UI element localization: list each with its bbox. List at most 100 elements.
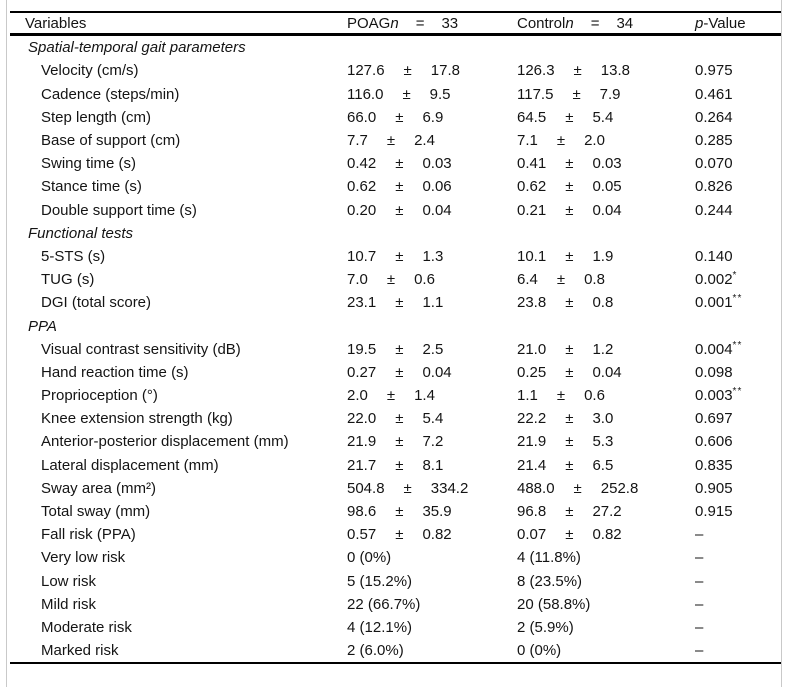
plus-minus-sign: ±: [572, 85, 581, 103]
table-row: Stance time (s) 0.62 ±0.06 0.62 ±0.05 0.826: [10, 175, 781, 198]
sd-value: 1.4: [414, 387, 435, 405]
table-row: 5-STS (s) 10.7 ±1.3 10.1 ±1.9 0.140: [10, 245, 781, 268]
p-value-cell: 0.905: [695, 480, 781, 497]
p-value-cell: 0.915: [695, 503, 781, 520]
mean-value: 127.6: [347, 62, 385, 80]
p-value-cell: 0.697: [695, 410, 781, 427]
plus-minus-sign: ±: [403, 62, 412, 80]
p-value: –: [695, 642, 704, 660]
mean-value: 0.57: [347, 526, 377, 544]
sd-value: 2.5: [422, 340, 444, 358]
control-value-cell: 7.1 ±2.0: [517, 132, 695, 149]
row-label: Moderate risk: [41, 618, 132, 636]
poag-value-cell: 7.7 ±2.4: [347, 132, 517, 149]
row-label: DGI (total score): [41, 294, 152, 312]
plus-minus-sign: ±: [565, 410, 574, 428]
sd-value: 35.9: [422, 503, 452, 521]
mean-value: 66.0: [347, 108, 377, 126]
mean-value: 20 (58.8%): [517, 595, 591, 613]
table-row: TUG (s) 7.0 ±0.6 6.4 ±0.8 0.002*: [10, 268, 781, 291]
sd-value: 1.9: [592, 247, 614, 265]
plus-minus-sign: ±: [395, 456, 404, 474]
control-value-cell: 6.4 ±0.8: [517, 271, 695, 288]
plus-minus-sign: ±: [395, 155, 404, 173]
p-value: 0.905: [695, 479, 733, 497]
mean-value: 23.8: [517, 294, 547, 312]
mean-value: 0.41: [517, 155, 547, 173]
poag-value-cell: 10.7 ±1.3: [347, 248, 517, 265]
mean-value: 21.9: [517, 433, 547, 451]
mean-value: 1.1: [517, 387, 538, 405]
mean-value: 2 (6.0%): [347, 642, 404, 660]
p-value: –: [695, 572, 704, 590]
control-value-cell: 21.0 ±1.2: [517, 341, 695, 358]
p-value: 0.003: [695, 387, 733, 405]
plus-minus-sign: ±: [395, 363, 404, 381]
p-value: 0.826: [695, 178, 733, 196]
sd-value: 334.2: [430, 479, 469, 497]
plus-minus-sign: ±: [565, 247, 574, 265]
control-value-cell: 1.1 ±0.6: [517, 387, 695, 404]
sd-value: 0.03: [422, 155, 452, 173]
control-value-cell: 117.5 ±7.9: [517, 86, 695, 103]
p-value-cell: 0.098: [695, 364, 781, 381]
p-value: 0.004: [695, 340, 733, 358]
table-row: Lateral displacement (mm) 21.7 ±8.1 21.4 ±6.…: [10, 454, 781, 477]
sd-value: 0.04: [592, 201, 622, 219]
sd-value: 0.03: [592, 155, 622, 173]
plus-minus-sign: ±: [565, 201, 574, 219]
p-value-cell: 0.975: [695, 62, 781, 79]
plus-minus-sign: ±: [573, 62, 582, 80]
sd-value: 13.8: [600, 62, 630, 80]
poag-value-cell: 127.6 ±17.8: [347, 62, 517, 79]
sd-value: 7.9: [599, 85, 621, 103]
control-value-cell: 0 (0%): [517, 642, 695, 659]
table-row: Velocity (cm/s) 127.6 ±17.8 126.3 ±13.8 0.975: [10, 59, 781, 82]
mean-value: 8 (23.5%): [517, 572, 583, 590]
section-header-row: PPA: [10, 314, 781, 337]
plus-minus-sign: ±: [565, 178, 574, 196]
row-label: Total sway (mm): [41, 503, 151, 521]
plus-minus-sign: ±: [395, 247, 404, 265]
plus-minus-sign: ±: [386, 387, 396, 405]
equals-sign: =: [415, 14, 425, 32]
control-value-cell: 8 (23.5%): [517, 573, 695, 590]
control-value-cell: 488.0 ±252.8: [517, 480, 695, 497]
control-value-cell: 0.41 ±0.03: [517, 155, 695, 172]
plus-minus-sign: ±: [565, 433, 574, 451]
poag-value-cell: 7.0 ±0.6: [347, 271, 517, 288]
poag-value-cell: 4 (12.1%): [347, 619, 517, 636]
plus-minus-sign: ±: [395, 526, 404, 544]
p-value-cell: 0.264: [695, 109, 781, 126]
control-value-cell: 2 (5.9%): [517, 619, 695, 636]
mean-value: 7.7: [347, 132, 368, 150]
significance-marker: **: [732, 293, 743, 305]
p-value-cell: 0.002*: [695, 271, 781, 289]
plus-minus-sign: ±: [386, 271, 396, 289]
p-value-cell: 0.140: [695, 248, 781, 265]
p-value: 0.285: [695, 132, 733, 150]
p-value-cell: 0.461: [695, 86, 781, 103]
comparison-table: Variables POAGn = 33 Controln = 34 p-Val…: [10, 11, 781, 665]
mean-value: 0.21: [517, 201, 547, 219]
plus-minus-sign: ±: [565, 363, 574, 381]
p-value-cell: 0.606: [695, 433, 781, 450]
row-label: PPA: [28, 317, 57, 335]
section-header-row: Functional tests: [10, 222, 781, 245]
poag-value-cell: 0.42 ±0.03: [347, 155, 517, 172]
p-value: 0.697: [695, 410, 733, 428]
group-count: 33: [441, 14, 459, 32]
plus-minus-sign: ±: [395, 294, 404, 312]
row-label: Spatial-temporal gait parameters: [28, 39, 246, 57]
p-value: 0.244: [695, 201, 733, 219]
row-label: Fall risk (PPA): [41, 526, 136, 544]
row-label: Cadence (steps/min): [41, 85, 180, 103]
table-row: Swing time (s) 0.42 ±0.03 0.41 ±0.03 0.070: [10, 152, 781, 175]
p-value: –: [695, 595, 704, 613]
control-value-cell: 21.4 ±6.5: [517, 457, 695, 474]
p-value: –: [695, 526, 704, 544]
p-value: 0.001: [695, 294, 733, 312]
sd-value: 1.1: [422, 294, 444, 312]
plus-minus-sign: ±: [565, 108, 574, 126]
plus-minus-sign: ±: [565, 503, 574, 521]
